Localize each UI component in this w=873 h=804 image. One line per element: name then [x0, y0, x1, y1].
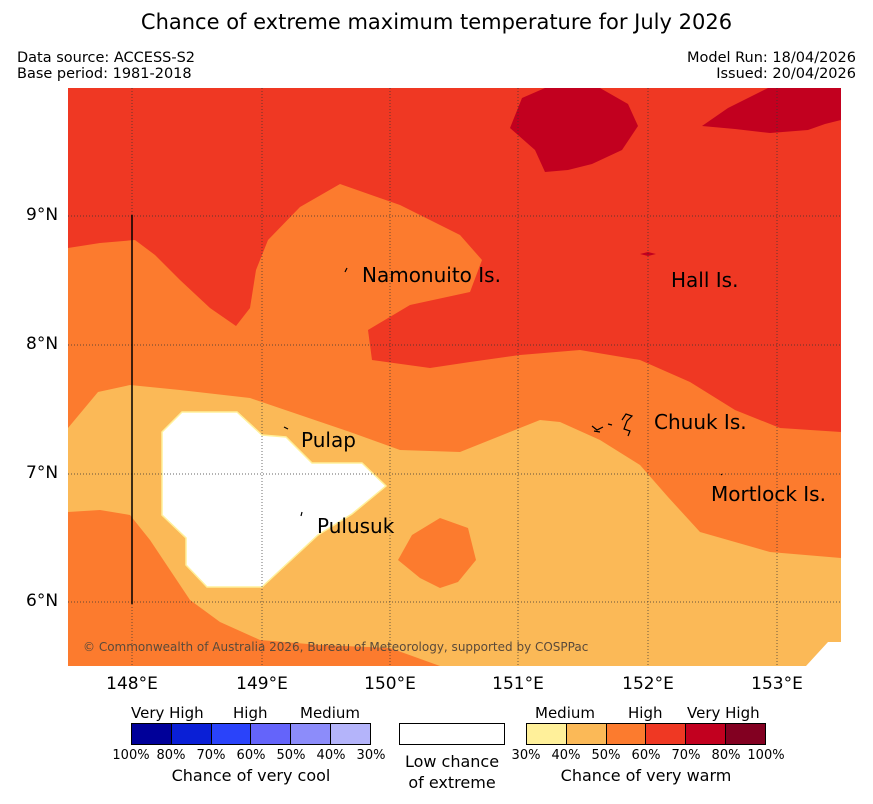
legend-warm-tick-label: 80%: [711, 748, 741, 763]
legend-warm-swatch: [685, 724, 726, 744]
island-marker-mortlock: [720, 473, 723, 476]
legend-cool-caption: Chance of very cool: [171, 766, 331, 785]
lon-label: 151°E: [492, 674, 544, 694]
legend-cool-cat-very-high: Very High: [131, 704, 204, 722]
legend-cool-swatch: [210, 724, 251, 744]
legend-warm-tick-label: 30%: [511, 748, 541, 763]
island-marker-pulap: [283, 426, 289, 430]
lat-label: 7°N: [26, 463, 59, 483]
legend-cool-cat-high: High: [233, 704, 268, 722]
place-label-namonuito: Namonuito Is.: [362, 263, 501, 287]
legend-warm-tick-label: 40%: [551, 748, 581, 763]
island-markers: [283, 267, 723, 517]
lon-label: 153°E: [751, 674, 803, 694]
region-low-chance: [806, 642, 841, 666]
lon-label: 152°E: [622, 674, 674, 694]
graticule: [68, 88, 841, 666]
legend-warm-caption: Chance of very warm: [560, 766, 732, 785]
legend-warm-colorbar: [526, 723, 766, 745]
legend-warm-cat-medium: Medium: [535, 704, 595, 722]
legend-warm-swatch: [725, 724, 765, 744]
place-label-pulap: Pulap: [301, 428, 356, 452]
legend-low-chance-swatch: [399, 723, 505, 745]
legend-cool-tick-label: 70%: [196, 748, 226, 763]
legend-warm-ticks: 30% 40% 50% 60% 70% 80% 100%: [512, 748, 785, 764]
data-source: Data source: ACCESS-S2: [17, 50, 196, 66]
place-label-hall: Hall Is.: [671, 268, 739, 292]
legend-warm-swatch: [527, 724, 566, 744]
legend-warm-swatch: [645, 724, 686, 744]
legend-cool-swatch: [170, 724, 211, 744]
region-warm-70-80: [702, 88, 841, 133]
region-warm-50-60: [68, 510, 440, 666]
legend-cool-ticks: 100% 80% 70% 60% 50% 40% 30%: [112, 748, 385, 764]
island-marker-namonuito: [344, 267, 348, 273]
legend-low-chance-line1: Low chance: [404, 752, 500, 771]
legend-cool-swatch: [290, 724, 331, 744]
lon-label: 149°E: [236, 674, 288, 694]
legend-cool-tick-label: 80%: [156, 748, 186, 763]
legend-cool-swatch: [132, 724, 171, 744]
legend-warm-cat-high: High: [628, 704, 663, 722]
legend-warm-tick-label: 50%: [591, 748, 621, 763]
region-warm-70-80: [510, 88, 638, 172]
legend-low-chance-line2: of extreme: [408, 773, 496, 792]
legend-warm-cat-very-high: Very High: [687, 704, 760, 722]
lat-label: 9°N: [26, 205, 59, 225]
place-label-mortlock: Mortlock Is.: [711, 482, 826, 506]
legend-cool-tick-label: 30%: [356, 748, 386, 763]
legend-warm-tick-label: 100%: [747, 748, 785, 763]
place-label-chuuk: Chuuk Is.: [654, 410, 747, 434]
legend-cool-swatch: [330, 724, 370, 744]
place-label-pulusuk: Pulusuk: [317, 514, 395, 538]
lat-label: 6°N: [26, 591, 59, 611]
island-marker-pulusuk: [300, 511, 303, 517]
legend-warm-tick-label: 60%: [631, 748, 661, 763]
region-warm-50-60: [398, 518, 476, 588]
legend-cool-swatch: [250, 724, 291, 744]
model-run: Model Run: 18/04/2026: [686, 50, 856, 66]
lon-label: 148°E: [106, 674, 158, 694]
legend-warm-swatch: [605, 724, 646, 744]
legend-cool-colorbar: [131, 723, 371, 745]
lon-label: 150°E: [364, 674, 416, 694]
legend-cool-tick-label: 40%: [316, 748, 346, 763]
map-area: [68, 88, 841, 666]
legend-warm-swatch: [565, 724, 606, 744]
chart-title: Chance of extreme maximum temperature fo…: [140, 10, 733, 34]
legend-cool-tick-label: 60%: [236, 748, 266, 763]
base-period: Base period: 1981-2018: [17, 66, 192, 82]
legend-cool-tick-label: 100%: [112, 748, 150, 763]
legend-warm-tick-label: 70%: [671, 748, 701, 763]
legend-cool-tick-label: 50%: [276, 748, 306, 763]
issued-date: Issued: 20/04/2026: [716, 66, 856, 82]
legend-cool-cat-medium: Medium: [300, 704, 360, 722]
region-low-chance: [161, 411, 388, 588]
lat-label: 8°N: [26, 334, 59, 354]
copyright-notice: © Commonwealth of Australia 2026, Bureau…: [83, 640, 589, 654]
island-marker-chuuk: [591, 413, 634, 437]
